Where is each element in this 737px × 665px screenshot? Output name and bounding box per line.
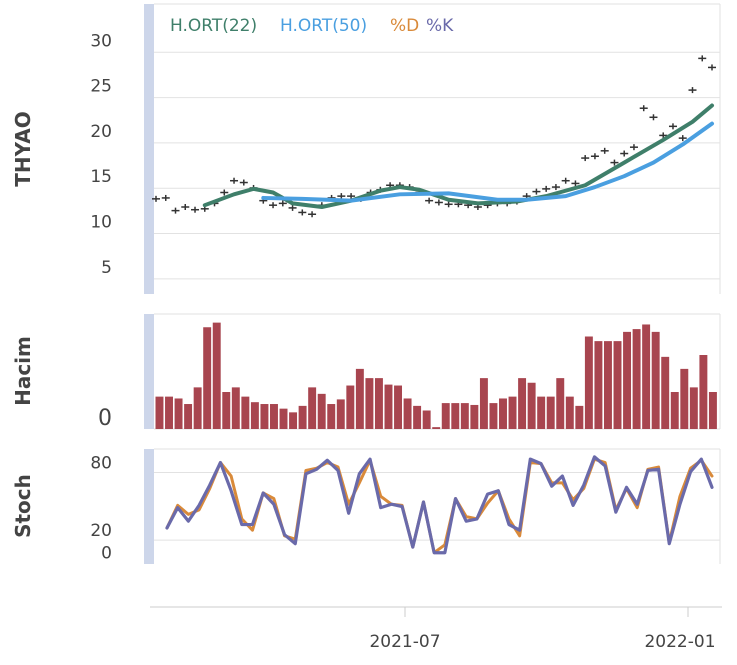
volume-bar [308, 387, 317, 429]
volume-bar [222, 392, 231, 429]
volume-bar [537, 396, 546, 429]
price-panel-scrollbar[interactable] [144, 4, 154, 294]
volume-bar [518, 378, 527, 429]
y-tick-label: 80 [90, 454, 112, 474]
ma50-line [261, 121, 714, 203]
volume-bar [575, 405, 584, 429]
volume-bar [212, 322, 221, 429]
volume-bar [241, 396, 250, 429]
y-tick-label: 20 [90, 521, 112, 541]
y-tick-label: 30 [90, 31, 112, 51]
volume-bar [413, 405, 422, 429]
volume-bar [155, 396, 164, 429]
volume-bar [298, 405, 307, 429]
volume-bar [250, 402, 259, 429]
y-tick-label: 10 [90, 213, 112, 233]
volume-bar [699, 355, 708, 429]
volume-bar [556, 378, 565, 429]
volume-bar [289, 412, 298, 429]
volume-bar [327, 404, 336, 429]
volume-bar [613, 341, 622, 429]
volume-bar [451, 403, 460, 429]
volume-bar [689, 387, 698, 429]
x-tick-label: 2022-01 [644, 632, 715, 652]
volume-bar [651, 331, 660, 429]
volume-bar [499, 398, 507, 429]
volume-bar [680, 368, 689, 429]
volume-bar [403, 398, 412, 429]
volume-bar [336, 399, 345, 429]
volume-bar [193, 387, 202, 429]
legend-item-ma22[interactable]: H.ORT(22) [170, 16, 257, 36]
volume-bar [165, 396, 173, 429]
volume-bar [460, 403, 469, 429]
volume-panel-ylabel: Hacim [11, 336, 35, 406]
stoch-panel-ylabel: Stoch [11, 474, 35, 538]
volume-bar [374, 378, 383, 429]
stoch-panel: 0 20 80 Stoch [11, 448, 721, 564]
y-tick-label: 15 [90, 167, 112, 187]
volume-bar [422, 410, 431, 429]
volume-bar [489, 403, 498, 429]
stoch-panel-scrollbar[interactable] [144, 449, 154, 564]
volume-bar [642, 324, 651, 429]
volume-bar [661, 356, 670, 429]
volume-bar [546, 396, 555, 429]
x-tick-label: 2021-07 [369, 632, 440, 652]
volume-bar [632, 329, 641, 429]
volume-bar [365, 378, 374, 429]
volume-bar [174, 398, 183, 429]
y-tick-label: 25 [90, 77, 112, 97]
y-tick-label: 5 [101, 258, 112, 278]
price-panel: 5 10 15 20 25 30 THYAO H.ORT(22) H.ORT(50) %D… [11, 3, 721, 294]
stoch-k-line [165, 455, 714, 555]
price-panel-ylabel: THYAO [11, 111, 35, 186]
ma22-line [202, 103, 714, 209]
x-axis: 2021-07 2022-01 [150, 606, 722, 652]
volume-bar [603, 341, 612, 429]
volume-bar [470, 404, 479, 429]
legend-item-k[interactable]: %K [426, 16, 454, 36]
volume-bar [346, 385, 355, 429]
volume-bar [317, 393, 326, 429]
volume-bar [670, 392, 679, 429]
volume-bar [479, 378, 488, 429]
y-tick-label: 20 [90, 122, 112, 142]
volume-bar [623, 331, 632, 429]
legend-item-d[interactable]: %D [390, 16, 419, 36]
volume-bar [394, 385, 403, 429]
volume-bar [355, 368, 364, 429]
volume-bar [441, 403, 450, 429]
volume-bar [270, 404, 278, 429]
volume-bar [508, 396, 517, 429]
volume-bar [527, 382, 536, 429]
volume-bar [384, 384, 393, 429]
volume-bar [203, 327, 212, 429]
volume-bar [594, 341, 603, 429]
stoch-d-line [165, 457, 714, 555]
volume-bar [708, 392, 717, 429]
volume-bar [432, 427, 441, 429]
legend-item-ma50[interactable]: H.ORT(50) [280, 16, 367, 36]
volume-panel: Hacim 0 [11, 313, 721, 431]
legend: H.ORT(22) H.ORT(50) %D %K [170, 16, 454, 36]
volume-bar [584, 336, 593, 429]
volume-bar [231, 387, 240, 429]
volume-bar [184, 404, 193, 429]
volume-panel-scrollbar[interactable] [144, 314, 154, 429]
y-tick-label: 0 [101, 544, 112, 564]
volume-bar [279, 408, 288, 429]
volume-ytick-0: 0 [98, 406, 112, 431]
volume-bar [260, 404, 269, 429]
volume-bar [565, 396, 574, 429]
